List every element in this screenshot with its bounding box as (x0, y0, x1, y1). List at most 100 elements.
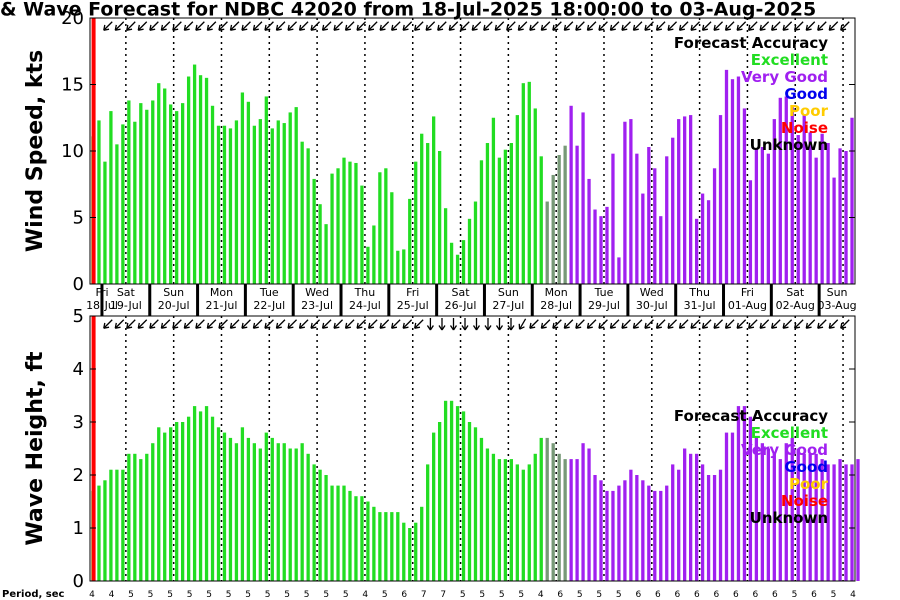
arrow-head (333, 24, 340, 31)
bar (372, 225, 376, 284)
arrow-head (437, 24, 444, 31)
arrow-shaft (771, 319, 781, 329)
arrow-shaft (679, 319, 689, 329)
direction-arrow (517, 21, 528, 31)
arrow-head (575, 24, 582, 31)
direction-arrow (229, 319, 240, 329)
arrow-head (252, 322, 259, 329)
direction-arrow (344, 21, 355, 31)
date-label: 25-Jul (397, 299, 429, 312)
arrow-shaft (529, 319, 539, 329)
day-label: Sun (163, 286, 184, 299)
arrow-shaft (725, 21, 735, 31)
bar (736, 406, 741, 581)
arrow-head (298, 322, 305, 329)
bar (539, 437, 543, 581)
arrow-shaft (391, 319, 401, 329)
arrow-shaft (563, 21, 574, 31)
arrow-head (667, 322, 674, 329)
arrow-head (552, 322, 559, 329)
bar (706, 475, 711, 581)
bar (270, 437, 274, 581)
period-value: 4 (362, 590, 368, 600)
direction-arrow (632, 21, 643, 31)
arrow-head (529, 24, 536, 31)
arrow-head (391, 24, 398, 31)
bar (730, 79, 735, 285)
bar (718, 469, 723, 581)
date-label: 22-Jul (253, 299, 285, 312)
arrow-head (632, 24, 639, 31)
arrow-head (472, 325, 481, 331)
arrow-head (114, 322, 121, 329)
bar (515, 115, 519, 284)
direction-arrow (655, 21, 666, 31)
bar (485, 448, 490, 581)
bar (689, 115, 693, 284)
arrow-shaft (414, 319, 424, 329)
direction-arrow (241, 21, 251, 31)
arrow-shaft (425, 21, 436, 31)
arrow-head (114, 24, 121, 31)
arrow-head (149, 322, 156, 329)
bar (611, 490, 615, 581)
arrow-head (529, 322, 536, 329)
arrow-head (690, 24, 697, 31)
arrow-head (310, 322, 317, 329)
bar (503, 149, 508, 284)
bar (324, 475, 328, 581)
arrow-shaft (264, 21, 274, 31)
arrow-head (160, 322, 167, 329)
period-value: 5 (265, 590, 271, 600)
arrow-shaft (494, 21, 505, 31)
arrow-shaft (540, 21, 551, 31)
bar (449, 400, 454, 581)
direction-arrow (298, 21, 309, 31)
arrow-shaft (437, 21, 447, 31)
bar (581, 112, 585, 285)
direction-arrow (368, 319, 378, 329)
arrow-head (333, 322, 340, 329)
arrow-shaft (506, 21, 516, 31)
direction-arrow (529, 319, 539, 329)
period-row: Period, sec 4 4 5 5 5 5 5 5 5 5 5 5 5 5 4 5 6 7 7 5 5 5 5 4 6 5 5 5 6… (2, 589, 856, 600)
bar (246, 437, 251, 581)
bar (784, 443, 788, 581)
bar (175, 422, 179, 581)
bar (360, 185, 364, 284)
arrow-head (126, 322, 133, 329)
bar (204, 77, 209, 284)
period-value: 5 (831, 590, 837, 600)
arrow-shaft (218, 319, 228, 329)
arrow-head (206, 24, 213, 31)
bar (133, 453, 137, 581)
bar (306, 453, 310, 581)
direction-arrow (460, 21, 470, 31)
arrow-shaft (299, 319, 309, 329)
arrow-head (252, 24, 259, 31)
period-value: 4 (850, 590, 856, 600)
period-value: 5 (518, 590, 524, 600)
bar (180, 422, 185, 581)
arrow-head (183, 24, 190, 31)
period-value: 5 (577, 590, 583, 600)
date-label: 30-Jul (636, 299, 668, 312)
arrow-shaft (519, 318, 527, 330)
direction-arrow (103, 319, 113, 329)
day-separator (291, 284, 295, 316)
arrow-shaft (333, 319, 344, 329)
period-value: 6 (694, 590, 700, 600)
date-label: 27-Jul (492, 299, 524, 312)
bar (300, 443, 304, 581)
arrow-head (126, 24, 133, 31)
bar (629, 119, 633, 284)
day-label: Tue (594, 286, 614, 299)
arrow-shaft (368, 319, 378, 329)
bar (228, 437, 233, 581)
bar (360, 496, 364, 581)
day-separator (196, 284, 200, 316)
arrow-shaft (656, 319, 666, 329)
bar (414, 522, 418, 581)
bar (557, 453, 561, 581)
bar (109, 469, 113, 581)
